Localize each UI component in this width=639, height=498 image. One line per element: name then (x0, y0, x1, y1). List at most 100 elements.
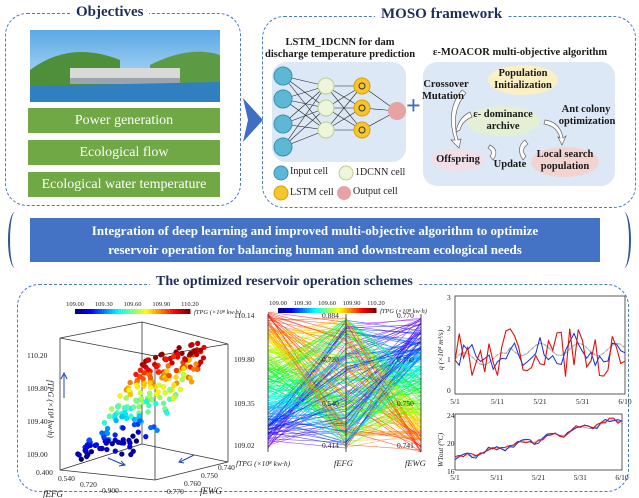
legend-output-cell: Output cell (353, 186, 398, 197)
scatter-point (133, 438, 140, 444)
parallel-colorbar-segment (351, 308, 355, 313)
flow-chart-x-tick: 5/1 (450, 397, 460, 406)
parallel-axis3-label: fEWG (405, 458, 426, 468)
scatter-colorbar-segment (123, 309, 128, 314)
scatter-point (164, 410, 170, 416)
scatter-point (134, 382, 140, 388)
temp-chart-y-label: WTout (°C) (436, 432, 445, 467)
flow-chart-series (454, 332, 626, 371)
connection-line (282, 85, 327, 125)
scatter-point (136, 403, 142, 410)
parallel-tick: 0.770 (397, 311, 414, 320)
cube-edge (154, 461, 229, 481)
scatter-point (114, 403, 121, 410)
scatter-colorbar-segment (75, 309, 79, 314)
scatter-point (173, 367, 180, 374)
legend-lstm-icon (273, 185, 289, 201)
left-bracket-icon (8, 212, 22, 268)
curved-arrow-icon (455, 111, 473, 133)
scatter-point (180, 365, 187, 372)
scatter-point (143, 433, 149, 440)
scatter-point (182, 357, 189, 363)
scatter-point (113, 417, 119, 424)
parallel-colorbar-tick: 109.30 (294, 300, 312, 307)
moso-title: MOSO framework (375, 6, 509, 23)
scatter-colorbar-segment (129, 309, 133, 314)
parallel-tick: 0.760 (397, 355, 414, 364)
temp-chart-x-tick: 6/10 (615, 473, 629, 482)
scatter-point (162, 406, 168, 412)
scatter-colorbar-segment (161, 309, 165, 314)
legend-input-icon (273, 165, 289, 181)
parallel-colorbar-segment (331, 308, 335, 313)
lstm-loop-icon (358, 82, 366, 90)
scatter-colorbar-segment (138, 309, 142, 314)
scatter-point (99, 430, 105, 436)
legend-output-icon (337, 186, 351, 200)
objectives-title: Objectives (70, 4, 150, 21)
archive-1: ε- dominance (473, 109, 533, 120)
scatter-colorbar-segment (172, 309, 177, 314)
cnn-cell-icon (317, 99, 335, 117)
scatter-point (127, 379, 133, 386)
scatter-point (127, 391, 134, 398)
scatter-point (163, 356, 169, 362)
scatter-colorbar-segment (109, 309, 113, 314)
diagonal-arrow-icon (107, 457, 127, 467)
scatter-colorbar-segment (118, 309, 122, 314)
scatter-point (158, 352, 164, 358)
banner-line-1: Integration of deep learning and improve… (91, 223, 539, 238)
parallel-tick: 109.35 (234, 399, 255, 408)
x-tick: 0.900 (102, 486, 119, 495)
scatter-point (112, 432, 118, 438)
scatter-point (133, 397, 139, 404)
scatter-point (141, 370, 147, 376)
flow-chart-y-tick: 0 (447, 386, 451, 395)
scatter-point (155, 369, 162, 376)
banner-line-2: reservoir operation for balancing human … (108, 242, 522, 257)
temp-chart-x-tick: 5/31 (574, 473, 588, 482)
parallel-colorbar-tick: 110.20 (367, 300, 385, 307)
parallel-colorbar-segment (287, 308, 291, 313)
parallel-colorbar-segment (312, 308, 316, 313)
scatter-point (137, 390, 144, 396)
scatter-colorbar-segment (181, 309, 185, 314)
ant-colony-label-2: optimization (558, 116, 616, 127)
parallel-tick: 0.884 (322, 311, 339, 320)
scatter-colorbar-segment (89, 309, 93, 314)
parallel-colorbar-tick: 109.00 (269, 300, 287, 307)
scatter-colorbar-segment (169, 309, 174, 314)
scatter-point (167, 386, 173, 393)
lstm-loop-icon (358, 126, 366, 134)
mutation-label: Mutation (422, 91, 464, 102)
scatter-colorbar-segment (149, 309, 154, 314)
parallel-colorbar-segment (302, 308, 306, 313)
scatter-point (143, 398, 150, 405)
parallel-colorbar-segment (327, 308, 330, 313)
scatter-colorbar-segment (98, 309, 102, 314)
scatter-colorbar-tick: 109.90 (152, 301, 170, 308)
parallel-colorbar-segment (304, 308, 308, 313)
population-initialization-1: Population (498, 68, 548, 79)
scatter-point (99, 445, 105, 452)
temp-chart-x-tick: 5/21 (532, 473, 546, 482)
scatter-point (162, 390, 168, 396)
input-cell-icon (273, 89, 293, 109)
parallel-tick: 0.414 (322, 441, 339, 450)
scatter-point (166, 372, 172, 379)
parallel-colorbar-segment (341, 308, 345, 313)
scatter-point (126, 437, 132, 444)
scatter-point (117, 393, 123, 399)
y-tick: 0.760 (184, 479, 201, 488)
lstm-cell-icon (353, 77, 371, 95)
scatter-point (147, 424, 154, 431)
scatter-point (187, 350, 194, 357)
parallel-colorbar-segment (329, 308, 333, 313)
scatter-point (146, 402, 152, 409)
dam-illustration (30, 30, 220, 102)
scatter-point (112, 448, 119, 454)
scatter-point (173, 374, 179, 380)
scatter-point (188, 379, 195, 385)
scatter-colorbar-segment (100, 309, 105, 314)
scatter-colorbar-tick: 110.20 (181, 301, 199, 308)
